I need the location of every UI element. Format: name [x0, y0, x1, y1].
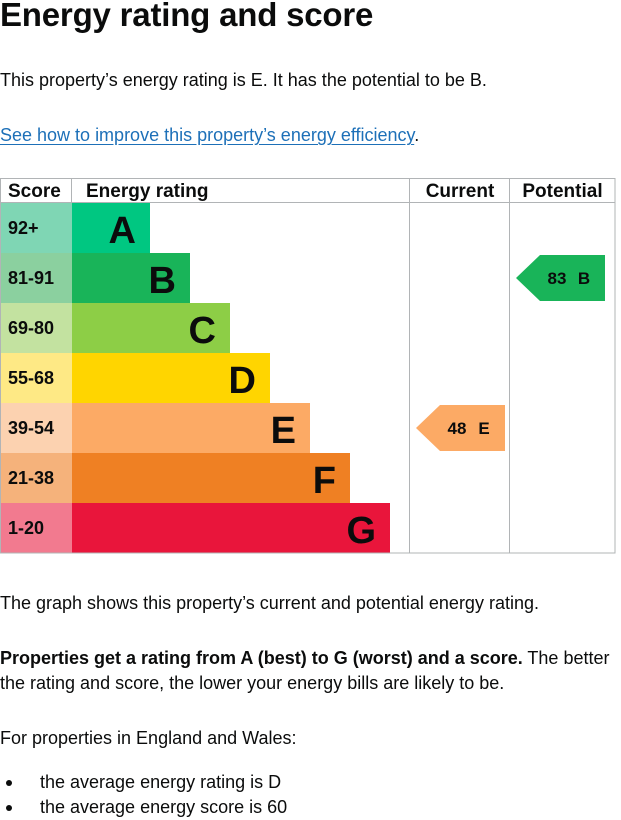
score-range-c: 69-80 — [8, 318, 54, 338]
score-cell-b — [0, 253, 72, 303]
average-list: the average energy rating is D the avera… — [0, 770, 287, 820]
band-bar-a — [72, 203, 150, 253]
band-letter-f: F — [313, 460, 336, 502]
chart-border — [0, 178, 616, 554]
ratings-explanation-bold: Properties get a rating from A (best) to… — [0, 648, 523, 668]
score-cell-e — [0, 403, 72, 453]
energy-rating-chart: Score Energy rating Current Potential 92+ A 81… — [0, 178, 616, 554]
band-bar-f — [72, 453, 350, 503]
score-cell-a — [0, 203, 72, 253]
potential-rating-arrow — [516, 255, 605, 301]
england-wales-intro: For properties in England and Wales: — [0, 728, 297, 748]
band-letter-g: G — [346, 510, 376, 552]
header-energy-rating: Energy rating — [86, 181, 208, 202]
improve-link-period: . — [414, 125, 420, 145]
score-range-a: 92+ — [8, 218, 39, 238]
list-item: the average energy score is 60 — [0, 795, 287, 820]
score-cell-f — [0, 453, 72, 503]
band-letter-e: E — [271, 410, 296, 452]
list-item: the average energy rating is D — [0, 770, 287, 795]
score-cell-c — [0, 303, 72, 353]
improve-paragraph: See how to improve this property’s energ… — [0, 123, 612, 148]
page-title: Energy rating and score — [0, 0, 374, 33]
header-score: Score — [8, 181, 61, 202]
score-range-e: 39-54 — [8, 418, 54, 438]
improve-efficiency-link[interactable]: See how to improve this property’s energ… — [0, 125, 415, 145]
potential-rating-band: B — [578, 269, 590, 288]
current-rating-band: E — [478, 419, 489, 438]
score-range-d: 55-68 — [8, 368, 54, 388]
potential-rating-score: 83 — [548, 269, 567, 288]
band-letter-a: A — [109, 210, 136, 252]
score-cell-d — [0, 353, 72, 403]
rating-summary: This property’s energy rating is E. It h… — [0, 70, 487, 90]
header-current: Current — [426, 181, 495, 202]
band-letter-b: B — [149, 260, 176, 302]
band-bar-b — [72, 253, 190, 303]
band-bar-d — [72, 353, 270, 403]
current-rating-arrow — [416, 405, 505, 451]
ratings-explanation-rest: The better the rating and score, the low… — [0, 648, 610, 693]
ratings-explanation: Properties get a rating from A (best) to… — [0, 646, 612, 696]
score-range-g: 1-20 — [8, 518, 44, 538]
header-potential: Potential — [522, 181, 602, 202]
score-range-b: 81-91 — [8, 268, 54, 288]
score-range-f: 21-38 — [8, 468, 54, 488]
band-bar-c — [72, 303, 230, 353]
band-bar-g — [72, 503, 390, 553]
current-rating-score: 48 — [448, 419, 467, 438]
score-cell-g — [0, 503, 72, 553]
band-letter-c: C — [189, 310, 216, 352]
band-letter-d: D — [229, 360, 256, 402]
band-bar-e — [72, 403, 310, 453]
graph-caption: The graph shows this property’s current … — [0, 593, 539, 613]
